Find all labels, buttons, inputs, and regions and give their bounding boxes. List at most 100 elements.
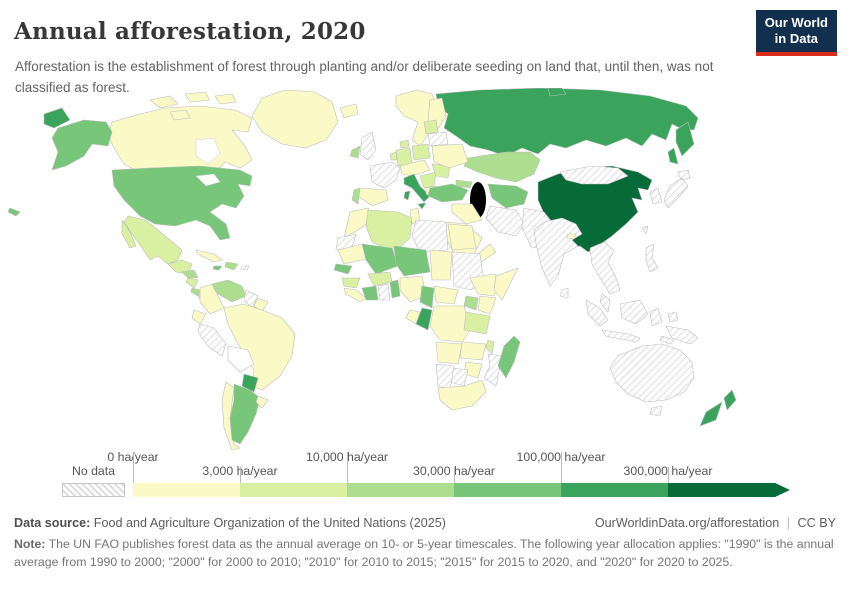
country-caucasus[interactable] (455, 179, 473, 189)
country-tanzania[interactable] (463, 311, 491, 335)
country-italy[interactable] (403, 173, 431, 210)
country-honduras[interactable] (181, 269, 199, 279)
country-uk[interactable] (359, 131, 377, 161)
country-congo[interactable] (415, 307, 433, 331)
country-korea[interactable] (649, 187, 663, 205)
country-mozambique[interactable] (483, 353, 503, 387)
country-usa[interactable] (111, 165, 253, 241)
license-link[interactable]: CC BY (797, 516, 837, 530)
country-peru[interactable] (197, 323, 227, 357)
country-libya[interactable] (411, 219, 449, 253)
country-bolivia[interactable] (227, 345, 255, 373)
country-new-zealand[interactable] (699, 389, 737, 427)
country-papua-new-guinea[interactable] (665, 325, 699, 345)
country-puerto-rico[interactable] (240, 265, 250, 271)
country-poland[interactable] (411, 143, 431, 161)
country-sri-lanka[interactable] (559, 287, 569, 299)
country-ivory-coast[interactable] (361, 285, 379, 301)
country-madagascar[interactable] (497, 335, 521, 379)
legend-bin[interactable] (133, 483, 240, 497)
country-uzbekistan[interactable] (487, 183, 529, 209)
country-angola[interactable] (435, 341, 463, 365)
legend-no-data-swatch[interactable] (62, 483, 125, 497)
country-egypt[interactable] (447, 223, 477, 251)
country-russia-chukotka[interactable] (43, 107, 71, 129)
country-indonesia[interactable] (585, 299, 679, 345)
country-brazil[interactable] (223, 303, 296, 391)
owid-url-link[interactable]: OurWorldinData.org/afforestation (594, 516, 780, 530)
country-iceland[interactable] (339, 103, 359, 119)
country-south-africa[interactable] (437, 379, 487, 411)
country-hispaniola[interactable] (224, 261, 239, 271)
country-ukraine[interactable] (431, 143, 469, 169)
country-zambia[interactable] (459, 341, 487, 361)
country-france[interactable] (369, 161, 401, 189)
country-morocco[interactable] (343, 207, 373, 239)
country-nigeria[interactable] (399, 275, 427, 303)
country-namibia[interactable] (435, 363, 455, 391)
country-kenya[interactable] (477, 295, 497, 315)
country-cameroon[interactable] (419, 285, 435, 309)
country-greenland[interactable] (251, 89, 339, 149)
country-guatemala[interactable] (167, 259, 193, 275)
country-ireland[interactable] (349, 145, 361, 159)
country-uganda[interactable] (463, 295, 479, 311)
country-benelux[interactable] (389, 151, 398, 161)
legend-bin[interactable] (561, 483, 668, 497)
country-paraguay[interactable] (241, 373, 259, 393)
legend-bin[interactable] (454, 483, 561, 497)
country-portugal[interactable] (351, 187, 361, 205)
country-baltics[interactable] (423, 119, 439, 135)
country-central-african-republic[interactable] (433, 285, 459, 305)
country-niger[interactable] (393, 245, 431, 277)
country-senegal[interactable] (333, 263, 353, 275)
legend-bin[interactable] (240, 483, 347, 497)
country-somalia[interactable] (493, 267, 519, 301)
country-argentina[interactable] (229, 383, 261, 445)
country-mali[interactable] (361, 243, 399, 275)
country-bhutan[interactable] (566, 233, 577, 240)
country-iran[interactable] (485, 205, 525, 237)
country-jamaica[interactable] (212, 265, 223, 271)
country-ecuador[interactable] (191, 309, 207, 325)
country-syria-iraq[interactable] (451, 203, 483, 225)
country-central-europe[interactable] (399, 159, 431, 177)
country-cuba[interactable] (195, 249, 223, 263)
country-turkey[interactable] (427, 183, 469, 203)
country-kazakhstan[interactable] (463, 151, 541, 183)
country-sierra-leone-liberia[interactable] (343, 287, 367, 303)
country-tasmania[interactable] (649, 405, 663, 417)
country-spain[interactable] (357, 187, 389, 207)
country-russia-kamchatka[interactable] (547, 88, 695, 165)
owid-logo[interactable]: Our World in Data (755, 10, 837, 56)
country-philippines[interactable] (645, 243, 659, 273)
country-uruguay[interactable] (255, 395, 269, 409)
country-balkans[interactable] (419, 171, 437, 189)
country-burkina-faso[interactable] (367, 271, 393, 287)
country-taiwan[interactable] (641, 225, 649, 235)
legend-bin[interactable] (668, 483, 775, 497)
country-australia[interactable] (609, 343, 695, 403)
country-guinea[interactable] (341, 277, 361, 289)
country-hawaii[interactable] (7, 207, 21, 217)
legend-bin[interactable] (347, 483, 454, 497)
country-japan[interactable] (663, 169, 691, 209)
country-india[interactable] (533, 217, 583, 287)
country-chad[interactable] (429, 249, 453, 281)
country-russia[interactable] (435, 88, 699, 157)
country-ghana[interactable] (377, 283, 391, 301)
country-nicaragua[interactable] (185, 277, 199, 289)
country-indochina[interactable] (589, 241, 621, 295)
country-benin[interactable] (389, 279, 401, 299)
country-belarus[interactable] (427, 131, 449, 147)
country-drc[interactable] (429, 305, 471, 343)
country-canada-islands[interactable] (149, 91, 237, 121)
country-alaska[interactable] (51, 119, 113, 171)
country-malawi[interactable] (485, 339, 495, 355)
country-denmark[interactable] (399, 139, 410, 149)
country-algeria[interactable] (365, 209, 413, 253)
country-malaysia[interactable] (599, 293, 611, 313)
country-mongolia[interactable] (559, 165, 629, 185)
country-chile[interactable] (221, 381, 241, 450)
legend-tick (347, 452, 348, 483)
